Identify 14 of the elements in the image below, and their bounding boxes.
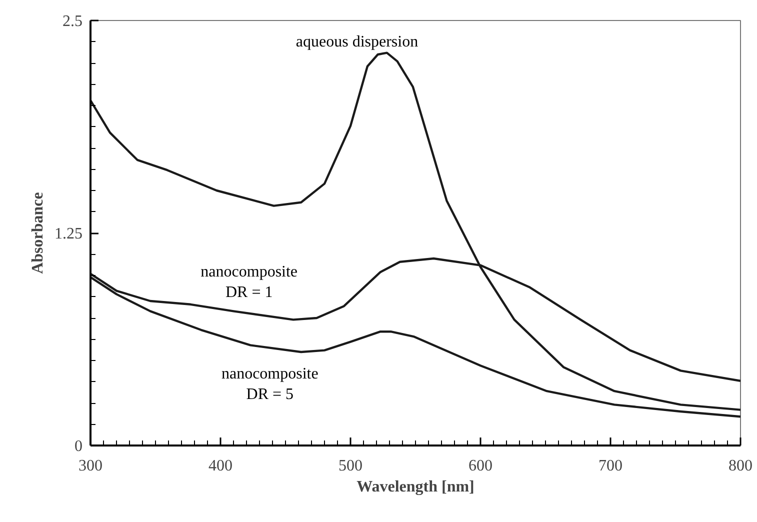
y-tick-label: 1.25: [54, 226, 82, 242]
y-tick-label: 0: [74, 438, 82, 455]
y-axis-title: Absorbance: [30, 192, 46, 274]
x-tick-label: 700: [598, 458, 622, 474]
x-tick-label: 500: [338, 458, 362, 474]
y-tick-label: 2.5: [62, 13, 82, 30]
x-tick-label: 600: [468, 458, 492, 474]
x-tick-label: 400: [208, 458, 232, 474]
x-tick-label: 300: [78, 458, 102, 474]
series-label: aqueous dispersion: [296, 33, 418, 50]
x-axis-title: Wavelength [nm]: [356, 478, 474, 496]
x-tick-label: 800: [728, 458, 752, 474]
series-label: nanocomposite DR = 5: [221, 366, 318, 403]
series-label: nanocomposite DR = 1: [200, 264, 298, 301]
